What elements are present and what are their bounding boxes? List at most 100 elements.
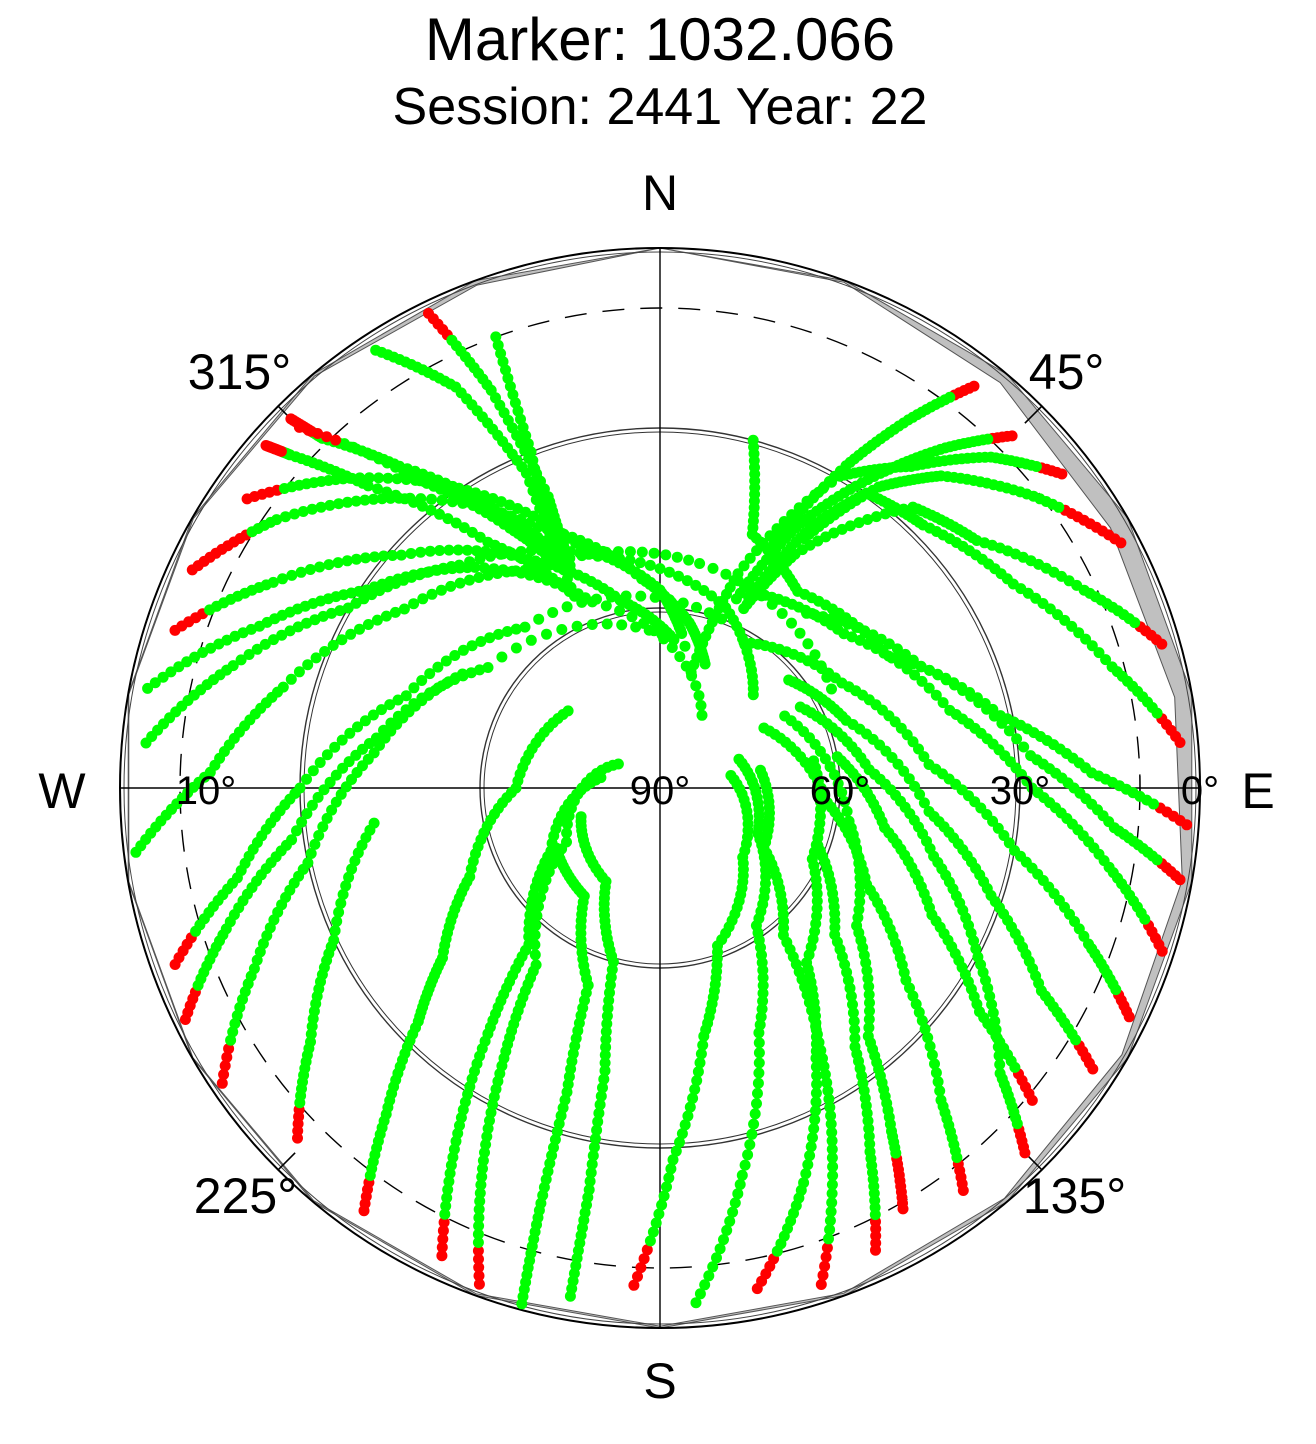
observation-point bbox=[827, 1170, 839, 1182]
observation-point bbox=[302, 659, 314, 671]
observation-point bbox=[380, 610, 392, 622]
observation-point bbox=[505, 547, 517, 559]
observation-point bbox=[676, 1128, 688, 1140]
satellite-track bbox=[779, 710, 909, 1215]
observation-point bbox=[847, 1007, 859, 1019]
observation-point bbox=[530, 919, 542, 931]
observation-point bbox=[482, 569, 494, 581]
observation-point bbox=[707, 562, 719, 574]
observation-point bbox=[515, 546, 527, 557]
observation-point-low-quality bbox=[821, 1242, 833, 1254]
observation-point bbox=[746, 1128, 758, 1140]
observation-point bbox=[684, 1101, 696, 1113]
observation-point bbox=[599, 1049, 611, 1061]
chart-subtitle: Session: 2441 Year: 22 bbox=[393, 78, 928, 136]
observation-point bbox=[660, 549, 672, 561]
observation-point bbox=[277, 681, 289, 693]
observation-point bbox=[525, 634, 537, 646]
observation-point bbox=[400, 474, 412, 485]
observation-point bbox=[612, 758, 624, 770]
observation-point-low-quality bbox=[436, 1241, 448, 1253]
observation-point bbox=[601, 618, 613, 630]
observation-point bbox=[317, 610, 329, 622]
elevation-label-0: 0° bbox=[1181, 769, 1219, 813]
observation-point bbox=[561, 827, 573, 839]
observation-point bbox=[824, 1215, 836, 1227]
satellite-track bbox=[628, 770, 754, 1291]
observation-point bbox=[474, 553, 486, 565]
observation-point bbox=[474, 664, 486, 676]
observation-point bbox=[373, 453, 385, 465]
observation-point bbox=[739, 1159, 751, 1171]
observation-point bbox=[600, 546, 612, 558]
observation-point bbox=[844, 520, 856, 532]
observation-point bbox=[594, 1099, 606, 1111]
observation-point bbox=[576, 550, 588, 562]
observation-point bbox=[674, 651, 686, 663]
observation-point bbox=[304, 564, 316, 575]
observation-point bbox=[527, 454, 539, 466]
observation-point bbox=[458, 522, 470, 534]
chart-title: Marker: 1032.066 bbox=[425, 6, 895, 73]
observation-point bbox=[562, 705, 574, 717]
observation-point bbox=[400, 690, 412, 702]
observation-point bbox=[373, 472, 385, 484]
observation-point bbox=[744, 552, 756, 564]
observation-point bbox=[714, 1243, 726, 1255]
observation-point bbox=[809, 609, 821, 621]
observation-point bbox=[362, 619, 374, 630]
observation-point-low-quality bbox=[293, 421, 305, 433]
observation-point bbox=[531, 471, 543, 483]
satellite-track bbox=[738, 501, 1168, 650]
satellite-track bbox=[516, 842, 594, 1310]
observation-point bbox=[465, 667, 477, 679]
observation-point bbox=[409, 474, 421, 486]
observation-point bbox=[466, 640, 478, 652]
observation-point bbox=[392, 694, 404, 706]
observation-point bbox=[681, 575, 693, 587]
observation-point bbox=[259, 638, 271, 650]
observation-point bbox=[964, 687, 976, 698]
observation-point bbox=[879, 508, 891, 520]
observation-point bbox=[783, 674, 795, 686]
observation-point bbox=[331, 915, 343, 927]
observation-point bbox=[691, 601, 702, 613]
observation-point bbox=[694, 1288, 706, 1300]
observation-point bbox=[849, 1041, 861, 1053]
observation-point bbox=[924, 1040, 936, 1052]
observation-point bbox=[854, 896, 866, 908]
observation-point bbox=[654, 563, 666, 575]
observation-point bbox=[389, 606, 401, 618]
observation-point bbox=[328, 934, 340, 946]
observation-point bbox=[329, 741, 341, 753]
observation-point bbox=[445, 580, 457, 592]
observation-point bbox=[661, 1181, 672, 1193]
observation-point bbox=[506, 510, 517, 522]
observation-point bbox=[368, 817, 380, 829]
observation-point bbox=[432, 661, 444, 673]
azimuth-label-315: 315° bbox=[188, 344, 291, 400]
observation-point bbox=[805, 1141, 817, 1153]
observation-point bbox=[600, 1033, 612, 1045]
observation-point bbox=[473, 1220, 485, 1232]
observation-point bbox=[824, 1101, 836, 1113]
observation-point bbox=[836, 787, 848, 798]
observation-point bbox=[321, 749, 333, 761]
observation-point bbox=[798, 533, 810, 545]
observation-point bbox=[826, 1188, 838, 1199]
observation-point bbox=[811, 1070, 823, 1082]
observation-point bbox=[907, 501, 919, 513]
observation-point bbox=[321, 812, 333, 824]
observation-point bbox=[751, 545, 763, 557]
observation-point bbox=[385, 492, 397, 504]
observation-point bbox=[384, 699, 396, 711]
observation-point bbox=[492, 568, 503, 579]
observation-point bbox=[909, 780, 921, 792]
observation-point bbox=[624, 546, 636, 558]
observation-point bbox=[718, 1234, 729, 1246]
azimuth-label-225: 225° bbox=[194, 1168, 297, 1224]
observation-point bbox=[802, 1159, 814, 1171]
observation-point bbox=[853, 517, 865, 529]
observation-point bbox=[635, 590, 647, 602]
observation-point bbox=[693, 690, 705, 702]
